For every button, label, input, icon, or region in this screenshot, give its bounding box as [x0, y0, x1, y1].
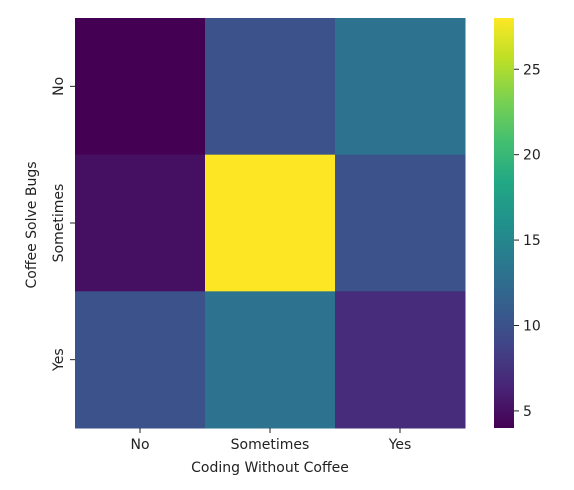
colorbar-tick-label: 10: [523, 319, 541, 335]
y-tick-label: Sometimes: [51, 184, 67, 263]
heatmap-cell: [75, 18, 206, 156]
x-axis-ticks: No Sometimes Yes: [130, 428, 411, 453]
heatmap-cell: [205, 18, 336, 156]
heatmap-cell: [335, 18, 466, 156]
x-axis-title: Coding Without Coffee: [191, 460, 349, 476]
y-tick-label: Yes: [51, 348, 67, 372]
colorbar-tick-label: 25: [523, 62, 541, 78]
heatmap-cell: [205, 291, 336, 429]
colorbar: 5 10 15 20 25: [494, 18, 541, 428]
colorbar-tick-label: 20: [523, 148, 541, 164]
colorbar-tick-label: 5: [523, 404, 532, 420]
x-tick-label: Sometimes: [231, 437, 310, 453]
heatmap-cell: [205, 154, 336, 292]
colorbar-tick-label: 15: [523, 233, 541, 249]
heatmap-cell: [335, 154, 466, 292]
colorbar-gradient: [494, 18, 514, 428]
heatmap-cell: [335, 291, 466, 429]
y-tick-label: No: [51, 77, 67, 96]
heatmap-cell: [75, 291, 206, 429]
y-axis-title: Coffee Solve Bugs: [24, 161, 40, 288]
x-tick-label: Yes: [388, 437, 412, 453]
y-axis-ticks: No Sometimes Yes: [51, 77, 75, 372]
heatmap-cells: [75, 18, 466, 429]
x-tick-label: No: [130, 437, 149, 453]
heatmap-cell: [75, 154, 206, 292]
